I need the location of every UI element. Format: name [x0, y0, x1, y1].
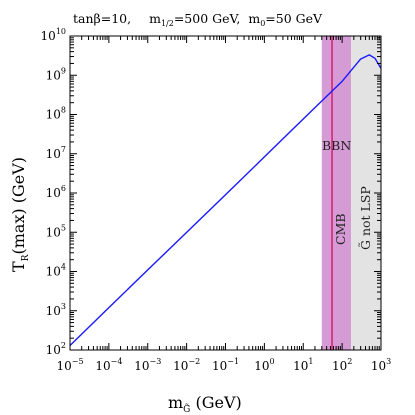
series-layer: [69, 54, 382, 347]
y-tick-label: 106: [46, 184, 66, 200]
x-tick-label: 10−5: [56, 357, 83, 373]
y-tick-label: 108: [46, 106, 66, 122]
y-tick-label: 1010: [41, 27, 66, 43]
series-curve-0: [69, 54, 382, 347]
y-tick-label: 103: [46, 302, 66, 318]
region-BBN: [321, 36, 352, 350]
tick-marks: [69, 35, 382, 351]
y-tick-label: 105: [46, 223, 66, 239]
x-axis-label: mG̃ (GeV): [168, 393, 242, 415]
x-tick-label: 101: [293, 357, 313, 373]
x-tick-label: 10−4: [95, 357, 122, 373]
y-tick-label: 109: [46, 66, 66, 82]
x-tick-label: 10−3: [134, 357, 161, 373]
x-tick-label: 10−1: [212, 357, 239, 373]
x-tick-label: 10−2: [173, 357, 200, 373]
y-tick-label: 107: [46, 145, 66, 161]
y-axis-label: TR(max) (GeV): [9, 157, 31, 272]
bbn-label: BBN: [322, 138, 351, 153]
y-tick-label: 102: [46, 341, 66, 357]
tick-labels: 10−5 10−4 10−3 10−2 10−1 100 101 102 103 102 103 10…: [41, 27, 392, 373]
x-tick-label: 100: [254, 357, 274, 373]
y-tick-label: 104: [46, 263, 66, 279]
cmb-label: CMB: [333, 213, 348, 245]
chart-title: tanβ=10, m1/2=500 GeV, m0=50 GeV: [73, 11, 323, 28]
x-tick-label: 103: [371, 357, 391, 373]
x-tick-label: 102: [332, 357, 352, 373]
gravitino-not-lsp-label: G̃ not LSP: [358, 186, 373, 250]
